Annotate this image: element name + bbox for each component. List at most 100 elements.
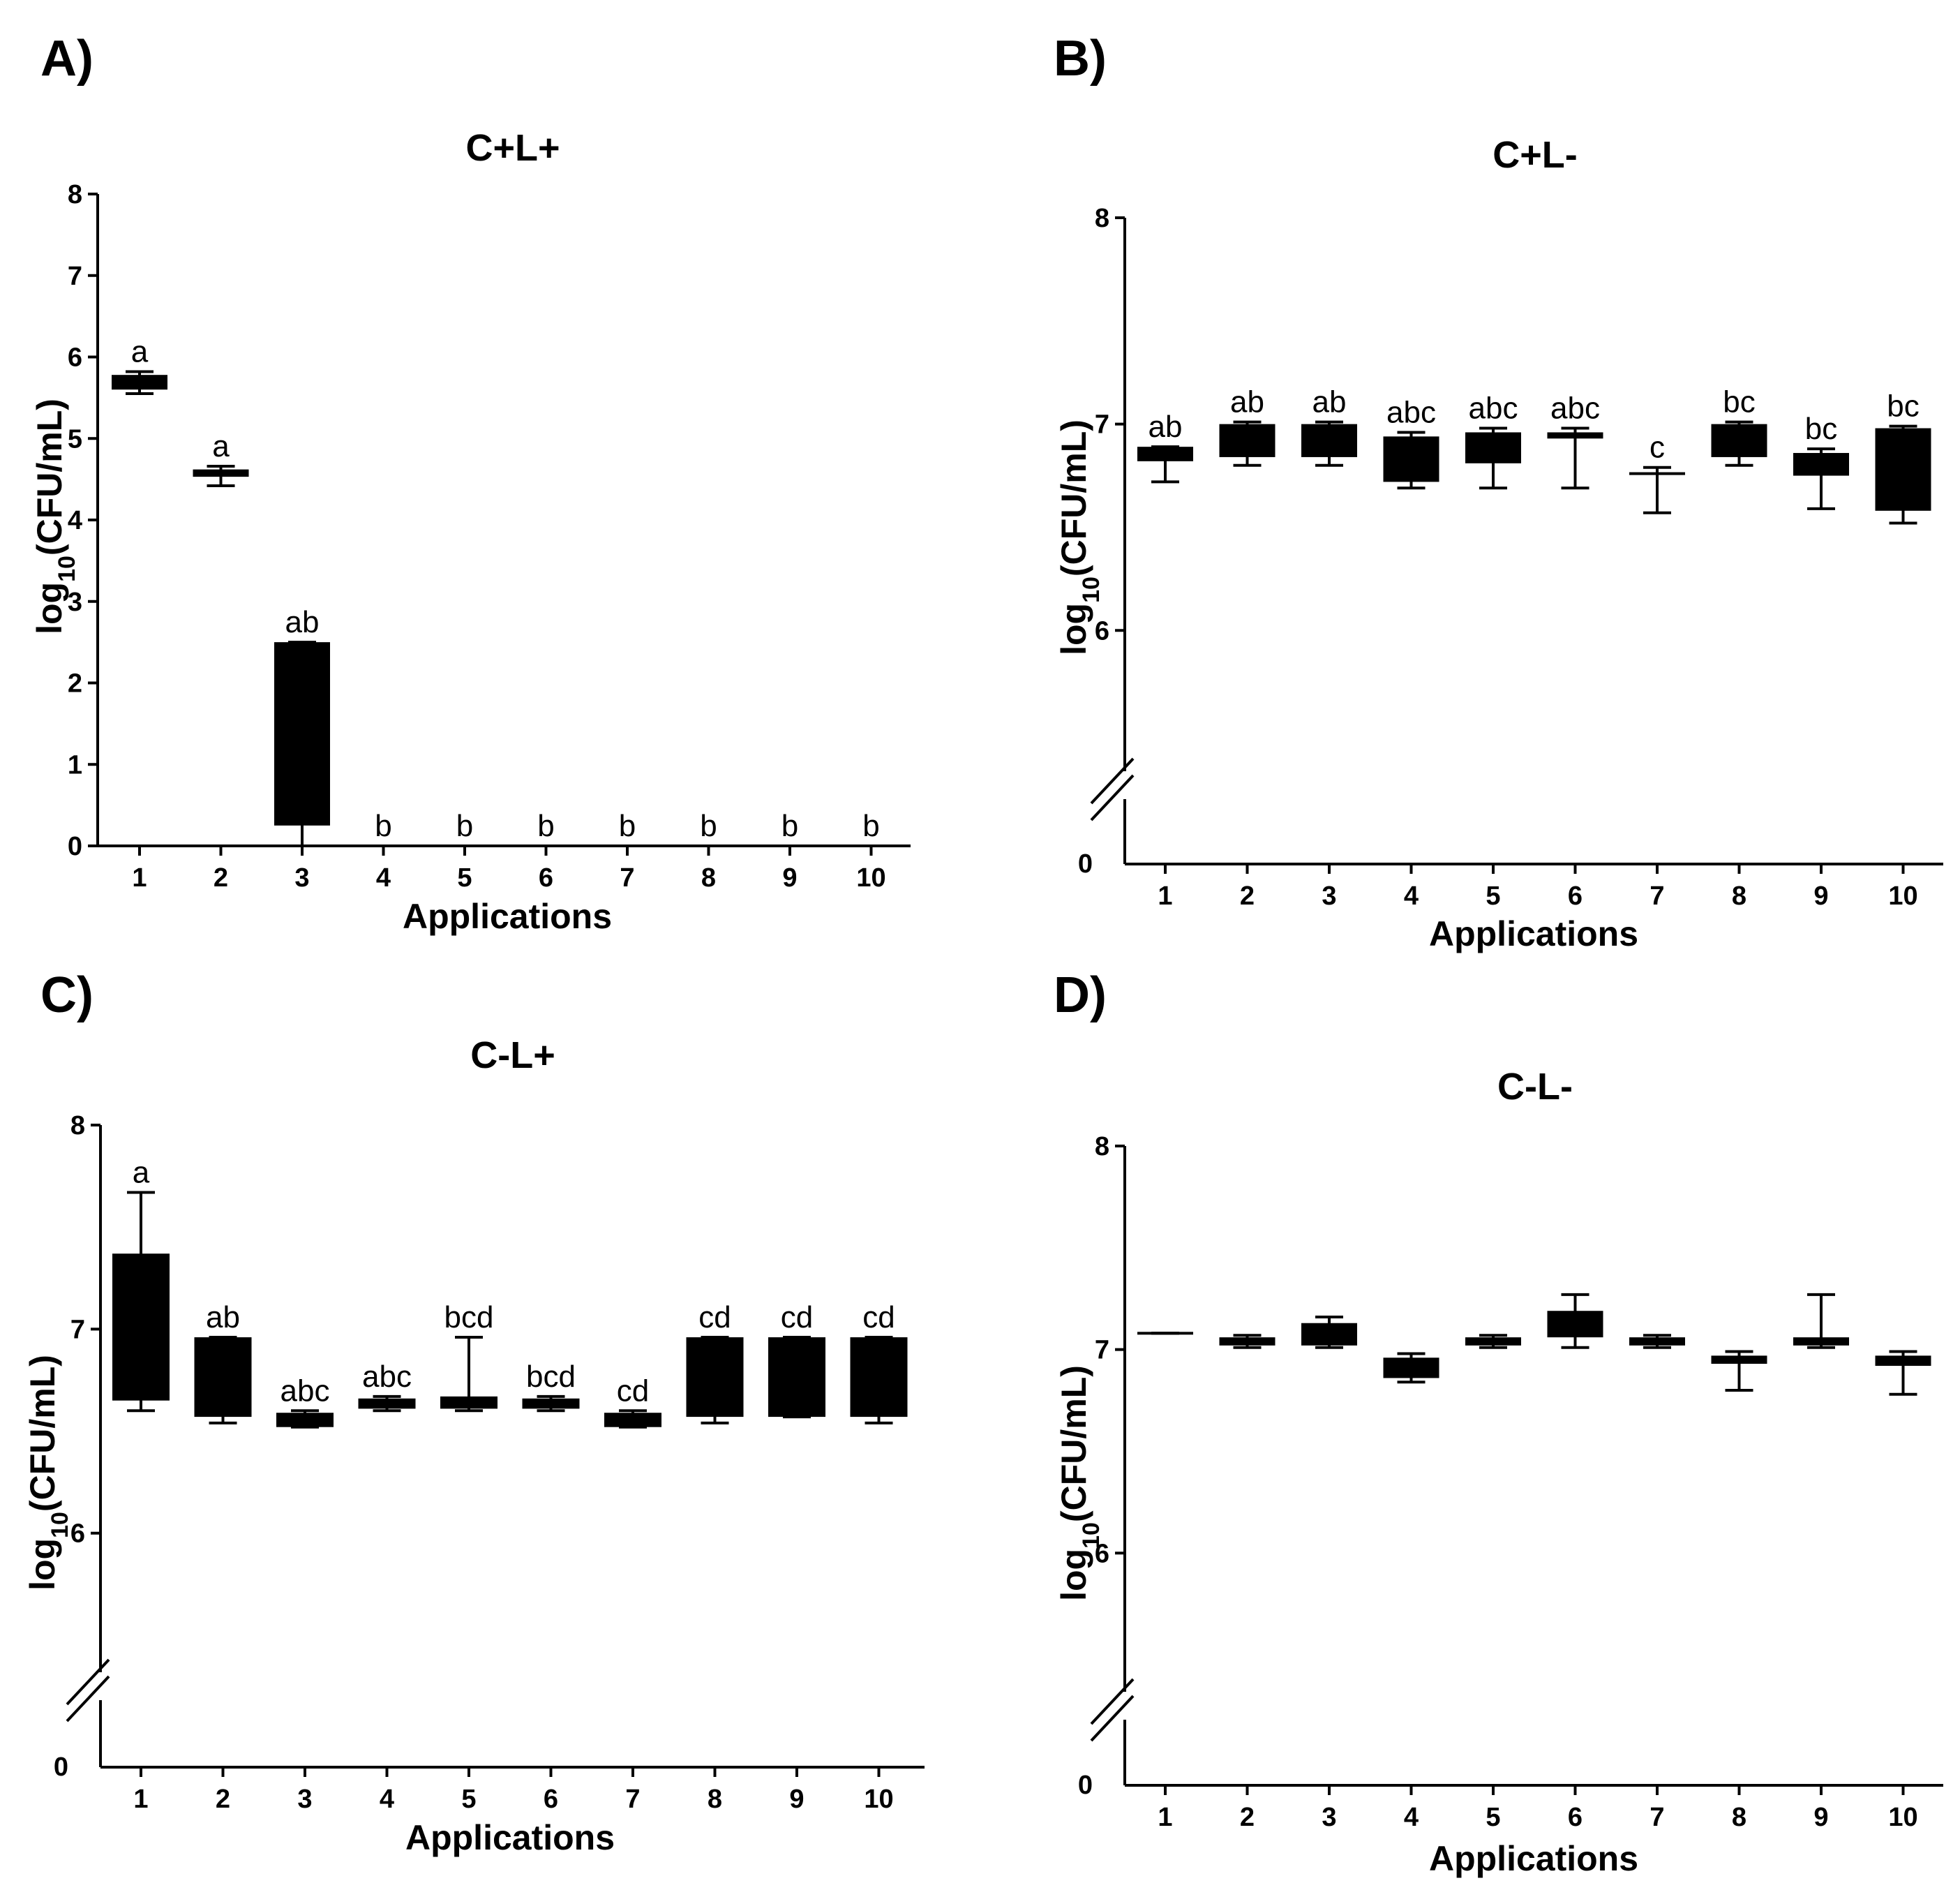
y-tick-label: 6	[1095, 616, 1109, 646]
significance-letter: ab	[1230, 385, 1264, 419]
significance-letter: cd	[862, 1300, 895, 1334]
y-axis-title-sub: 10	[1078, 576, 1105, 603]
box	[604, 1413, 661, 1427]
y-tick-label: 7	[1095, 410, 1109, 440]
panel-c: C) C-L+ Applications log10(CFU/mL) 06781…	[23, 967, 925, 1857]
significance-letter: bcd	[526, 1360, 576, 1394]
axis-break-mark	[1090, 774, 1135, 821]
x-axis-title: Applications	[405, 1818, 615, 1857]
box	[522, 1398, 580, 1409]
y-tick-label: 8	[68, 180, 82, 209]
x-tick-label: 5	[457, 863, 472, 893]
significance-letter: cd	[698, 1300, 731, 1334]
y-tick-label: 2	[68, 669, 82, 699]
box	[599, 844, 655, 847]
y-axis-title-sub: 10	[54, 556, 80, 582]
x-tick-label: 2	[1240, 1803, 1255, 1832]
y-tick-label: 1	[68, 750, 82, 780]
box	[276, 1413, 334, 1427]
axis-break-mark	[1090, 1695, 1135, 1742]
y-axis-title: log10(CFU/mL)	[23, 1355, 73, 1591]
significance-letter: b	[456, 809, 473, 843]
panel-a: A) C+L+ Applications log10(CFU/mL) 01234…	[30, 31, 911, 936]
y-tick-label: 7	[1095, 1336, 1109, 1365]
x-tick-label: 4	[380, 1785, 394, 1814]
axis-break-mark	[66, 1658, 110, 1706]
y-tick-label: 0	[1078, 849, 1093, 879]
x-tick-label: 3	[1322, 881, 1336, 911]
panel-label: C)	[40, 967, 93, 1023]
x-tick-label: 6	[1568, 881, 1583, 911]
significance-letter: abc	[1550, 392, 1600, 426]
significance-letter: bc	[1723, 385, 1755, 419]
x-tick-label: 2	[214, 863, 228, 893]
y-tick-label: 0	[68, 832, 82, 861]
significance-letter: bcd	[444, 1300, 494, 1334]
box	[1875, 1355, 1931, 1366]
significance-letter: a	[133, 1155, 150, 1189]
x-axis-title: Applications	[403, 897, 612, 936]
y-axis-title-main: log	[23, 1538, 62, 1591]
y-axis-title-main: log	[1054, 603, 1093, 655]
box	[1711, 424, 1767, 457]
box	[1383, 436, 1439, 482]
box	[112, 1253, 170, 1401]
chart-title: C+L+	[465, 127, 560, 169]
box	[1219, 1337, 1276, 1346]
box	[194, 1337, 252, 1418]
x-tick-label: 5	[1486, 881, 1500, 911]
plot-area: 0 6 7 8 1 a 2 ab 3 abc 4 abc 5 bcd 6 bcd 7 cd 8 cd 9 cd 10 cd	[54, 1111, 925, 1814]
box	[1137, 1332, 1193, 1335]
x-tick-label: 4	[1404, 1803, 1419, 1832]
x-tick-label: 1	[132, 863, 147, 893]
box	[440, 1396, 498, 1409]
y-axis-title: log10(CFU/mL)	[30, 399, 80, 634]
y-tick-label: 8	[1095, 1132, 1109, 1161]
x-tick-label: 8	[701, 863, 716, 893]
x-tick-label: 4	[376, 863, 391, 893]
significance-letter: bc	[1805, 412, 1837, 446]
y-axis-title-rest: (CFU/mL)	[1054, 419, 1093, 576]
x-tick-label: 10	[856, 863, 885, 893]
significance-letter: cd	[617, 1374, 649, 1408]
axis-break-mark	[1090, 757, 1135, 805]
y-axis-title-main: log	[30, 582, 69, 634]
y-axis-title-main: log	[1054, 1549, 1093, 1601]
x-tick-label: 9	[1813, 1803, 1828, 1832]
x-tick-label: 2	[216, 1785, 230, 1814]
significance-letter: a	[212, 429, 230, 463]
x-tick-label: 7	[625, 1785, 640, 1814]
significance-letter: cd	[781, 1300, 813, 1334]
x-tick-label: 6	[544, 1785, 558, 1814]
axis-break-mark	[1090, 1678, 1135, 1725]
box	[358, 1398, 416, 1409]
x-tick-label: 1	[133, 1785, 148, 1814]
box	[1383, 1357, 1439, 1378]
box	[1137, 447, 1193, 461]
significance-letter: abc	[1386, 395, 1436, 429]
x-tick-label: 6	[539, 863, 553, 893]
significance-letter: c	[1649, 431, 1665, 465]
panel-label: D)	[1054, 967, 1107, 1023]
significance-letter: ab	[285, 605, 320, 639]
y-axis-title-rest: (CFU/mL)	[1054, 1365, 1093, 1522]
y-axis-title: log10(CFU/mL)	[1054, 419, 1105, 655]
significance-letter: abc	[362, 1360, 412, 1394]
y-axis-title-sub: 10	[47, 1512, 73, 1538]
y-axis-title: log10(CFU/mL)	[1054, 1365, 1105, 1601]
x-tick-label: 5	[1486, 1803, 1500, 1832]
significance-letter: b	[862, 809, 879, 843]
panel-d: D) C-L- Applications log10(CFU/mL) 06781…	[1054, 967, 1943, 1878]
y-tick-label: 8	[1095, 204, 1109, 233]
box	[1875, 428, 1931, 511]
box	[1711, 1355, 1767, 1364]
x-tick-label: 10	[1888, 881, 1917, 911]
significance-letter: a	[131, 335, 149, 369]
box	[1793, 1337, 1849, 1346]
y-axis-title-rest: (CFU/mL)	[30, 399, 69, 556]
y-axis-title-rest: (CFU/mL)	[23, 1355, 62, 1512]
significance-letter: abc	[280, 1374, 330, 1408]
plot-area: 0 6 7 8 1 ab 2 ab 3 ab 4 abc 5 abc 6 abc 7 c 8 bc 9 bc 10 bc	[1078, 204, 1943, 911]
x-tick-label: 10	[1888, 1803, 1917, 1832]
y-tick-label: 7	[68, 262, 82, 291]
